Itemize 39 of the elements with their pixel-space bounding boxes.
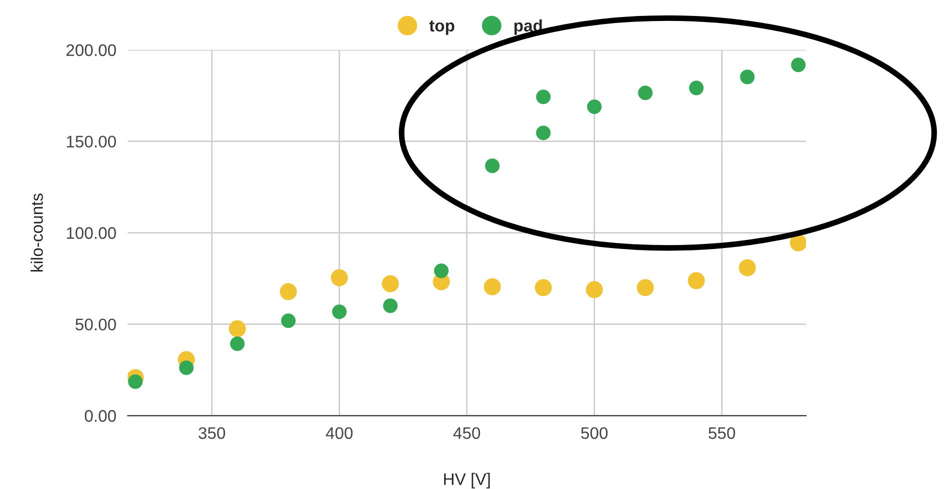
point	[740, 70, 755, 84]
point	[587, 99, 602, 114]
point	[536, 126, 551, 140]
point	[586, 281, 603, 298]
point	[536, 90, 551, 104]
point	[790, 234, 806, 252]
point	[280, 283, 297, 300]
point	[383, 298, 398, 314]
point	[434, 264, 449, 278]
point	[485, 158, 500, 174]
x-tick-label: 350	[198, 427, 226, 440]
point	[689, 80, 704, 96]
y-tick-label: 150.00	[66, 136, 116, 148]
legend-label: top	[429, 20, 454, 35]
point	[179, 360, 194, 376]
x-tick-label: 550	[708, 427, 736, 440]
point	[332, 304, 347, 320]
point	[330, 269, 348, 286]
point	[228, 320, 246, 338]
x-tick-label: 450	[453, 427, 480, 440]
y-tick-label: 100.00	[66, 227, 116, 239]
x-axis-title: HV [V]	[444, 472, 490, 488]
y-tick-label: 200.00	[66, 44, 116, 56]
point	[791, 58, 806, 72]
point	[128, 374, 143, 389]
x-tick-label: 400	[326, 427, 353, 440]
point	[484, 278, 501, 296]
y-tick-label: 50.00	[76, 318, 116, 330]
y-tick-label: 0.00	[84, 410, 116, 422]
point	[382, 275, 399, 292]
point	[638, 86, 653, 100]
point	[230, 336, 245, 352]
y-axis-title: kilo-counts	[30, 194, 43, 272]
x-tick-label: 500	[581, 427, 608, 440]
point	[636, 279, 654, 296]
point	[688, 272, 705, 290]
point	[534, 279, 552, 296]
point	[281, 313, 296, 328]
point	[738, 259, 756, 276]
